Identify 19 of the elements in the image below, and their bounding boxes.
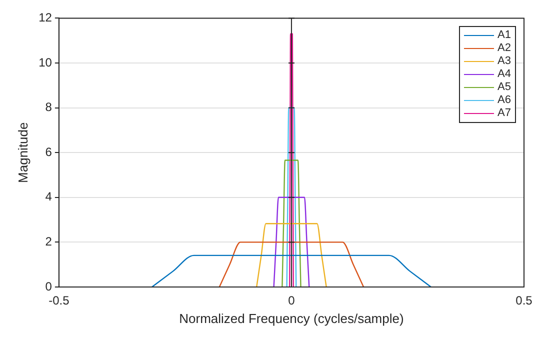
y-tick-label: 0 xyxy=(45,279,52,294)
legend-label: A6 xyxy=(498,94,511,108)
legend-label: A2 xyxy=(498,42,511,56)
y-axis-title: Magnitude xyxy=(15,122,30,183)
legend-label: A5 xyxy=(498,81,511,94)
legend-label: A4 xyxy=(498,68,511,82)
y-tick-label: 10 xyxy=(38,55,52,70)
legend-label: A1 xyxy=(498,29,511,42)
y-tick-label: 8 xyxy=(45,100,52,114)
x-tick-label: -0.5 xyxy=(48,294,70,308)
y-tick-label: 6 xyxy=(45,144,52,159)
legend-label: A7 xyxy=(498,107,511,120)
x-tick-label: 0.5 xyxy=(516,294,533,308)
y-tick-label: 4 xyxy=(45,190,52,204)
legend-label: A3 xyxy=(498,55,511,68)
x-axis-title: Normalized Frequency (cycles/sample) xyxy=(179,310,404,326)
y-tick-label: 12 xyxy=(38,10,52,25)
x-tick-label: 0 xyxy=(288,294,296,308)
y-tick-label: 2 xyxy=(45,234,52,249)
